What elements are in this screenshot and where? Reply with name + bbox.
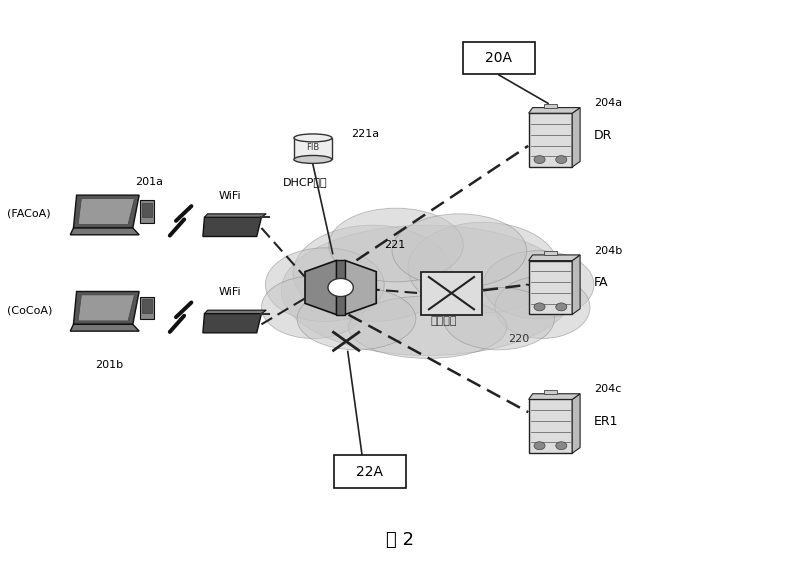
FancyBboxPatch shape: [334, 455, 406, 488]
FancyBboxPatch shape: [140, 297, 154, 319]
Circle shape: [534, 303, 545, 311]
FancyBboxPatch shape: [463, 41, 534, 74]
FancyBboxPatch shape: [142, 203, 152, 217]
Text: (CoCoA): (CoCoA): [6, 305, 52, 315]
Ellipse shape: [297, 288, 416, 350]
Ellipse shape: [262, 276, 364, 339]
Polygon shape: [572, 394, 580, 453]
Text: 22A: 22A: [357, 465, 383, 478]
Ellipse shape: [293, 225, 451, 321]
Text: 204a: 204a: [594, 98, 622, 108]
Text: 204c: 204c: [594, 385, 622, 394]
Text: FA: FA: [594, 277, 609, 289]
Text: (FACoA): (FACoA): [6, 209, 50, 219]
Polygon shape: [529, 108, 580, 113]
Polygon shape: [78, 295, 134, 321]
Polygon shape: [529, 394, 580, 400]
Polygon shape: [74, 195, 139, 228]
Circle shape: [556, 442, 567, 450]
Ellipse shape: [282, 225, 574, 355]
Ellipse shape: [266, 248, 384, 321]
Text: 20A: 20A: [486, 51, 513, 65]
Circle shape: [328, 278, 354, 297]
Polygon shape: [305, 260, 337, 315]
Polygon shape: [544, 251, 557, 255]
Ellipse shape: [392, 214, 526, 288]
Ellipse shape: [294, 155, 332, 163]
Text: FIB: FIB: [306, 143, 319, 152]
Text: ER1: ER1: [594, 415, 618, 428]
Polygon shape: [544, 390, 557, 394]
Polygon shape: [78, 198, 134, 225]
Polygon shape: [205, 214, 266, 217]
Text: 221: 221: [384, 240, 406, 250]
FancyBboxPatch shape: [142, 300, 152, 313]
Ellipse shape: [443, 288, 554, 350]
Ellipse shape: [483, 251, 594, 319]
Polygon shape: [74, 292, 139, 324]
Ellipse shape: [349, 296, 507, 358]
FancyBboxPatch shape: [529, 260, 572, 315]
Ellipse shape: [408, 223, 558, 313]
FancyBboxPatch shape: [336, 260, 346, 315]
Polygon shape: [544, 104, 557, 108]
Polygon shape: [70, 324, 139, 331]
Text: DHCP侦听: DHCP侦听: [282, 177, 327, 187]
Text: 图 2: 图 2: [386, 531, 414, 549]
Polygon shape: [70, 228, 139, 235]
Circle shape: [534, 442, 545, 450]
Polygon shape: [205, 310, 266, 313]
Ellipse shape: [495, 276, 590, 339]
FancyBboxPatch shape: [529, 113, 572, 167]
Polygon shape: [572, 108, 580, 167]
Circle shape: [534, 156, 545, 163]
Polygon shape: [345, 260, 376, 315]
FancyBboxPatch shape: [294, 138, 332, 159]
Circle shape: [556, 156, 567, 163]
Ellipse shape: [329, 208, 463, 282]
Polygon shape: [572, 255, 580, 315]
Text: 221a: 221a: [351, 129, 379, 140]
Polygon shape: [203, 313, 262, 333]
Circle shape: [556, 303, 567, 311]
Text: 220: 220: [508, 334, 530, 343]
Text: 接入网络: 接入网络: [430, 316, 457, 327]
Text: 204b: 204b: [594, 246, 622, 256]
Polygon shape: [203, 217, 262, 236]
Polygon shape: [529, 255, 580, 260]
Text: 201b: 201b: [95, 360, 123, 370]
Text: WiFi: WiFi: [218, 191, 241, 201]
Ellipse shape: [294, 134, 332, 142]
FancyBboxPatch shape: [422, 271, 482, 315]
Text: WiFi: WiFi: [218, 287, 241, 297]
Text: DR: DR: [594, 129, 612, 142]
FancyBboxPatch shape: [140, 200, 154, 223]
FancyBboxPatch shape: [529, 400, 572, 453]
Text: 201a: 201a: [134, 177, 162, 186]
